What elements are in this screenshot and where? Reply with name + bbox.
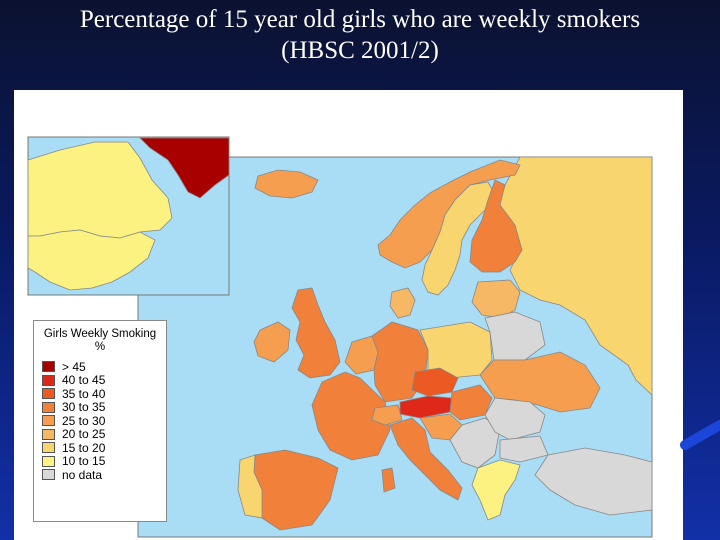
legend-item: no data bbox=[42, 468, 166, 482]
region-norway bbox=[377, 159, 521, 269]
legend-swatch bbox=[42, 361, 55, 373]
legend-swatch bbox=[42, 442, 55, 454]
region-belarus bbox=[484, 311, 546, 361]
legend-label: 30 to 35 bbox=[62, 400, 106, 415]
legend-item: 30 to 35 bbox=[42, 400, 166, 415]
legend-label: 10 to 15 bbox=[62, 454, 106, 469]
region-romania bbox=[484, 397, 546, 441]
region-balkans bbox=[449, 417, 501, 469]
legend-label: 25 to 30 bbox=[62, 413, 106, 428]
legend-item: 40 to 45 bbox=[42, 373, 166, 388]
region-finland bbox=[469, 179, 523, 273]
legend-title: Girls Weekly Smoking bbox=[43, 328, 157, 340]
legend-item: 15 to 20 bbox=[42, 441, 166, 455]
region-greenland bbox=[139, 137, 230, 199]
slide-title: Percentage of 15 year old girls who are … bbox=[0, 4, 720, 66]
legend-swatch bbox=[42, 469, 55, 481]
legend-item: 20 to 25 bbox=[42, 427, 166, 442]
legend-label: > 45 bbox=[62, 359, 86, 374]
legend-label: 40 to 45 bbox=[62, 373, 106, 388]
region-iceland bbox=[254, 169, 319, 199]
legend-label: 15 to 20 bbox=[62, 440, 106, 455]
legend-unit: % bbox=[94, 341, 106, 353]
map-legend: Girls Weekly Smoking % > 45 40 to 45 35 to… bbox=[33, 320, 167, 522]
europe-map bbox=[137, 156, 653, 538]
legend-item: 35 to 40 bbox=[42, 387, 166, 401]
region-portugal bbox=[237, 454, 263, 519]
legend-swatch bbox=[42, 428, 55, 440]
region-italy bbox=[389, 417, 463, 501]
region-uk bbox=[291, 287, 341, 379]
region-france bbox=[311, 371, 391, 461]
north-america-inset bbox=[27, 136, 230, 296]
region-sardinia bbox=[381, 467, 396, 493]
region-denmark bbox=[389, 287, 416, 319]
legend-item: 10 to 15 bbox=[42, 454, 166, 469]
region-turkey bbox=[534, 447, 653, 516]
legend-swatch bbox=[42, 415, 55, 427]
region-greece bbox=[471, 459, 521, 521]
legend-swatch bbox=[42, 455, 55, 467]
region-switzerland bbox=[371, 404, 403, 426]
legend-swatch bbox=[42, 374, 55, 386]
title-line-1: Percentage of 15 year old girls who are … bbox=[79, 6, 641, 33]
legend-swatch bbox=[42, 401, 55, 413]
legend-label: no data bbox=[62, 467, 103, 482]
legend-label: 20 to 25 bbox=[62, 427, 106, 442]
legend-list: > 45 40 to 45 35 to 40 30 to 35 25 to 30 20 t… bbox=[42, 360, 166, 482]
title-line-2: (HBSC 2001/2) bbox=[281, 37, 439, 64]
region-ireland bbox=[253, 321, 291, 363]
region-bulgaria bbox=[499, 435, 549, 463]
decorative-brush-icon bbox=[680, 420, 720, 450]
legend-item: 25 to 30 bbox=[42, 414, 166, 428]
legend-swatch bbox=[42, 388, 55, 400]
region-usa bbox=[27, 229, 156, 291]
legend-item: > 45 bbox=[42, 360, 166, 374]
legend-label: 35 to 40 bbox=[62, 386, 106, 401]
